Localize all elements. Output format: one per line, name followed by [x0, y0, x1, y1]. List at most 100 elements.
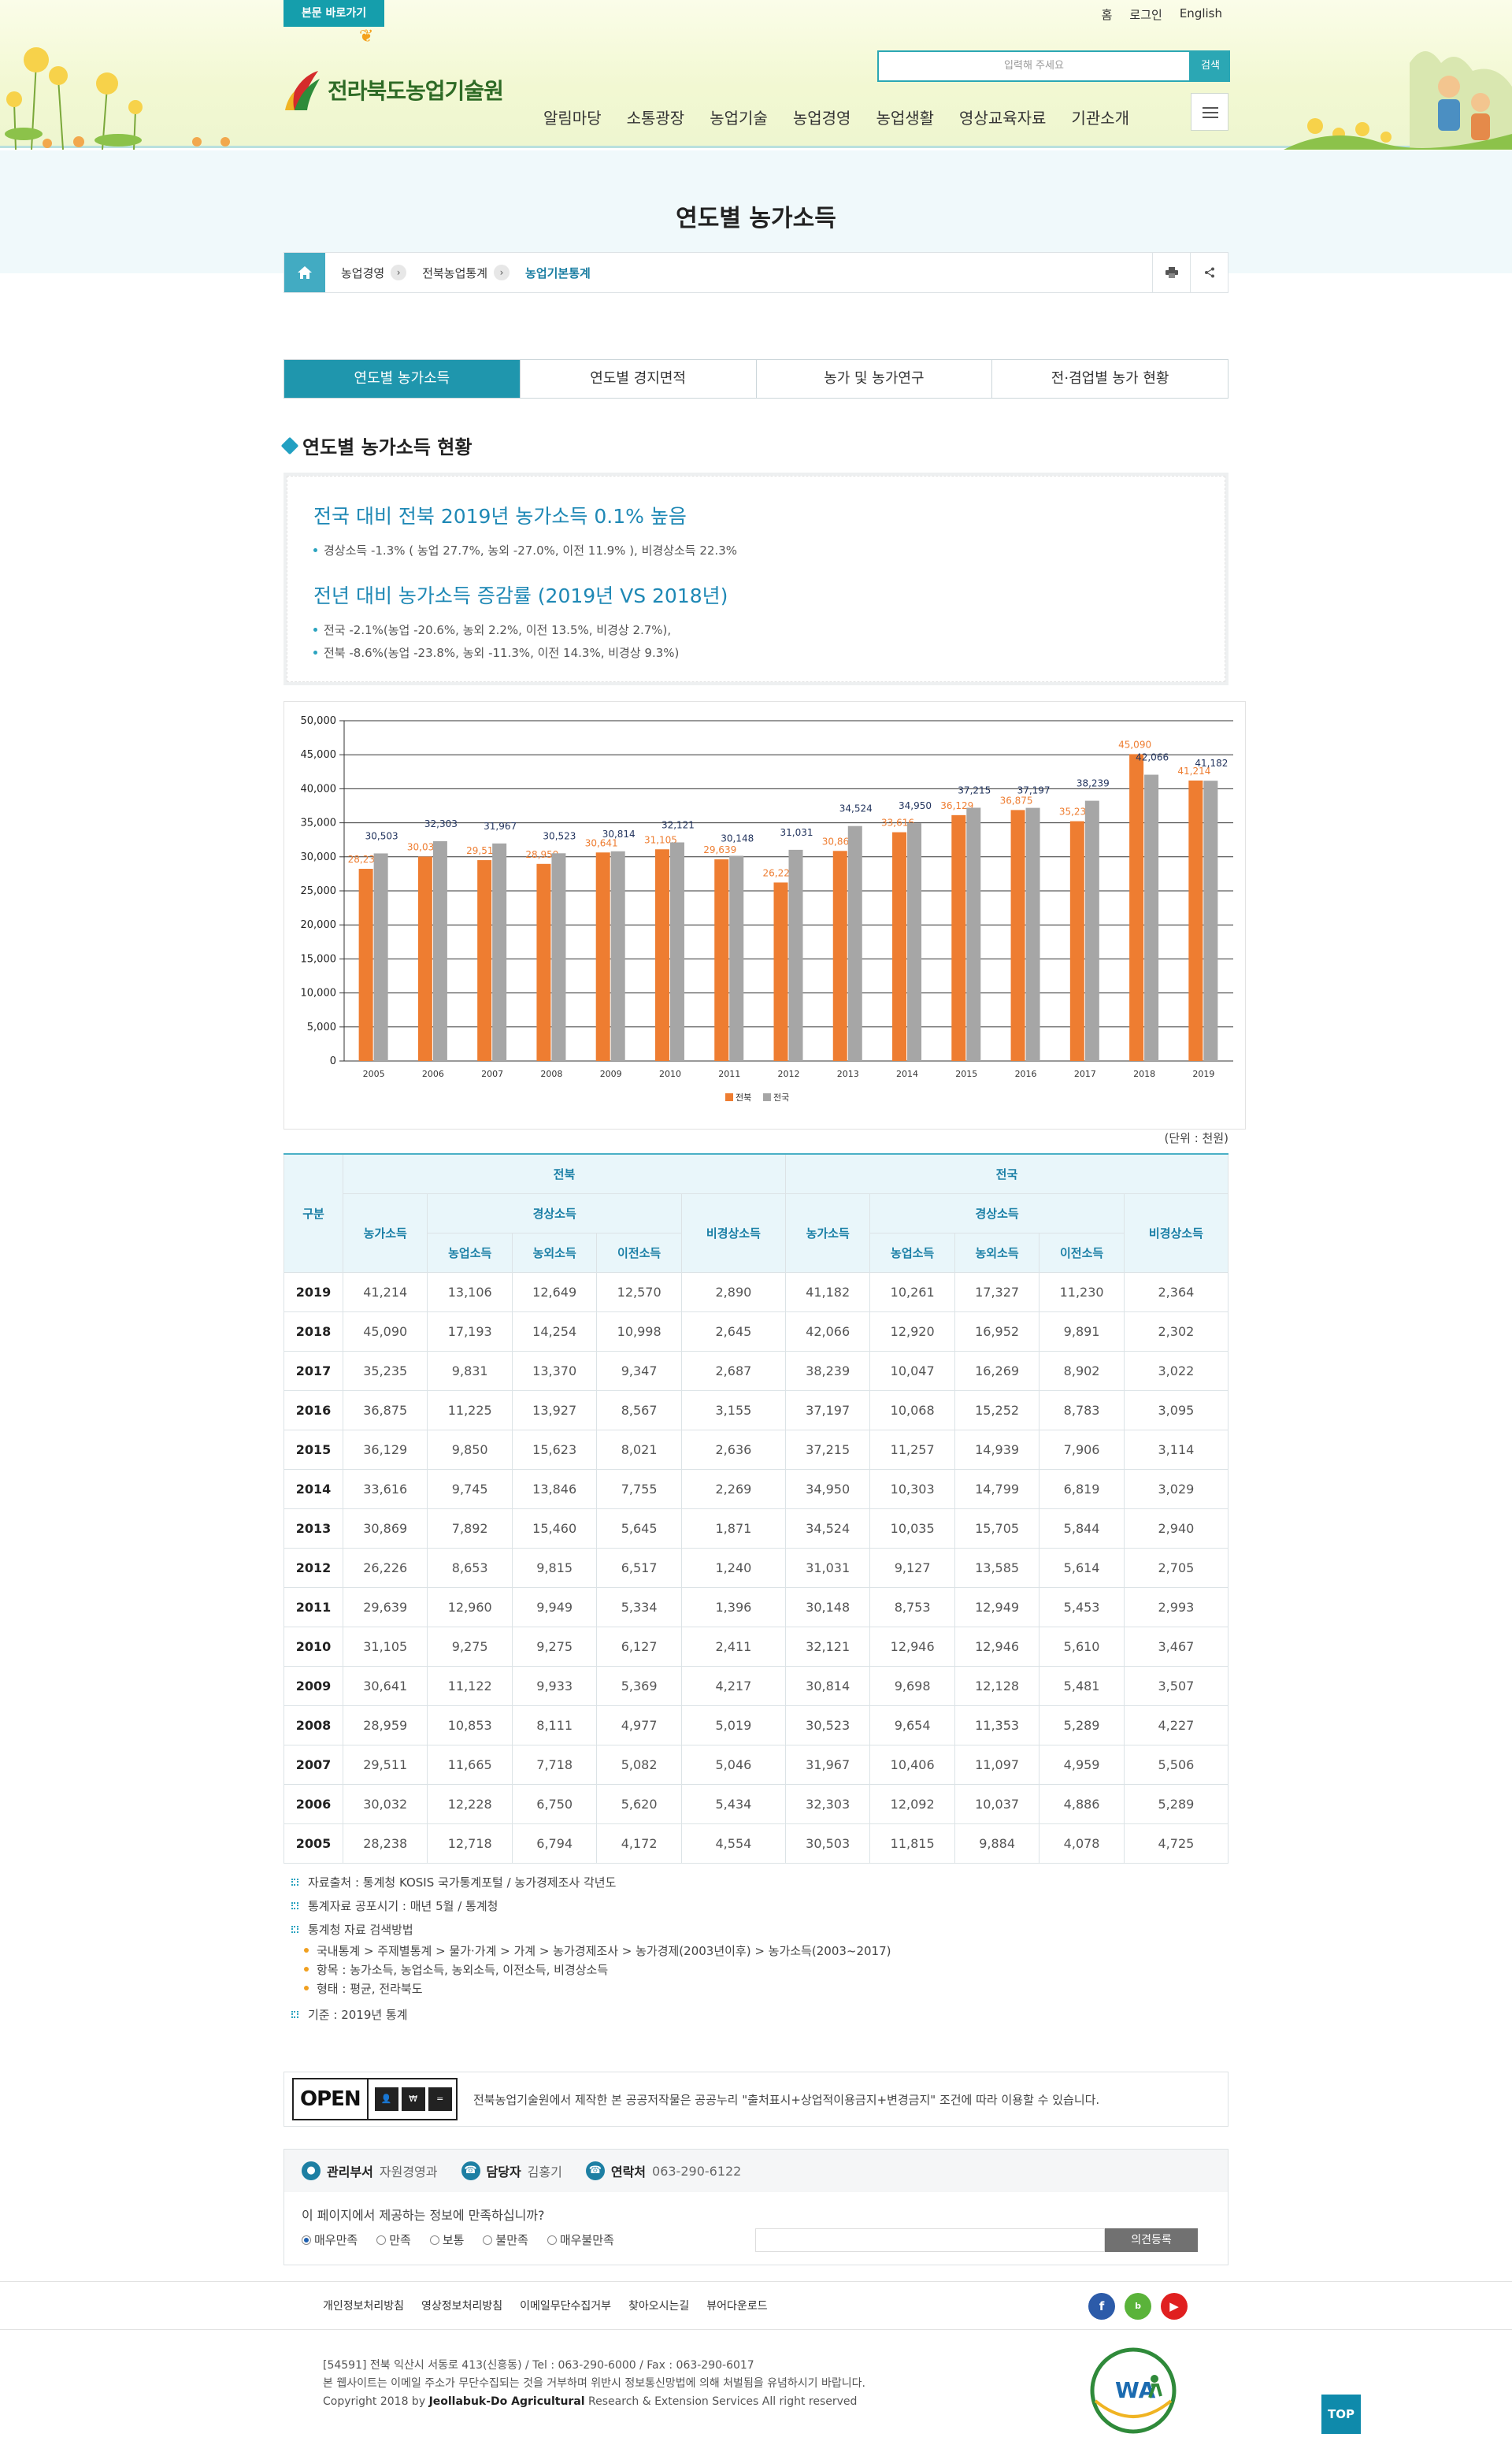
- row-year: 2008: [284, 1705, 343, 1745]
- data-label: 33,616: [881, 818, 914, 829]
- dot-bullet-icon: [313, 628, 317, 632]
- gnb-item-agri-tech[interactable]: 농업기술: [710, 109, 768, 128]
- row-year: 2019: [284, 1271, 343, 1312]
- table-cell: 15,252: [954, 1389, 1040, 1430]
- chevron-right-icon[interactable]: ›: [494, 265, 510, 280]
- table-cell: 8,567: [596, 1389, 682, 1430]
- gnb-item-community[interactable]: 소통광장: [626, 109, 685, 128]
- table-cell: 30,814: [784, 1665, 871, 1706]
- email-refusal-link[interactable]: 이메일무단수집거부: [520, 2300, 612, 2313]
- bar-chart-svg: 0 5,000 10,000 15,000 20,000 25,000 30,000 35,0…: [301, 715, 1233, 1103]
- viewer-download-link[interactable]: 뷰어다운로드: [706, 2300, 768, 2313]
- bar-jeonbuk: [536, 863, 551, 1061]
- gnb-item-video-education[interactable]: 영상교육자료: [959, 109, 1047, 128]
- breadcrumb-item-current[interactable]: 농업기본통계: [525, 265, 591, 281]
- scroll-top-button[interactable]: TOP: [1321, 2395, 1361, 2434]
- table-cell: 13,927: [511, 1389, 598, 1430]
- table-row: 2007 29,511 11,665 7,718 5,082 5,046 31,967 10,…: [284, 1744, 1229, 1785]
- income-table: 구분 전북 전국 농가소득 경상소득 비경상소득 농가소득 경상소득 비경상소득…: [284, 1153, 1229, 1864]
- video-policy-link[interactable]: 영상정보처리방침: [421, 2300, 503, 2313]
- tab-annual-cultivated-area[interactable]: 연도별 경지면적: [519, 360, 756, 398]
- survey-opinion-input[interactable]: [755, 2228, 1105, 2252]
- table-cell: 8,753: [869, 1586, 955, 1627]
- table-cell: 1,871: [680, 1508, 786, 1549]
- note-method: 통계청 자료 검색방법: [291, 1917, 1221, 1941]
- search-input[interactable]: 입력해 주세요: [877, 50, 1191, 82]
- table-cell: 34,950: [784, 1468, 871, 1509]
- data-label: 45,090: [1118, 739, 1151, 750]
- table-cell: 4,959: [1039, 1744, 1125, 1785]
- table-cell: 9,275: [427, 1626, 513, 1667]
- home-link[interactable]: 홈: [1101, 8, 1113, 22]
- row-year: 2006: [284, 1783, 343, 1824]
- skip-to-content-link[interactable]: 본문 바로가기: [284, 0, 384, 27]
- gnb-item-agri-life[interactable]: 농업생활: [876, 109, 935, 128]
- breadcrumb-item[interactable]: 농업경영 ›: [341, 265, 407, 281]
- table-cell: 15,623: [511, 1429, 598, 1470]
- table-cell: 30,523: [784, 1705, 871, 1745]
- gnb-item-agri-management[interactable]: 농업경영: [792, 109, 851, 128]
- directions-link[interactable]: 찾아오시는길: [628, 2300, 690, 2313]
- privacy-policy-link[interactable]: 개인정보처리방침: [323, 2300, 405, 2313]
- gnb-item-about[interactable]: 기관소개: [1071, 109, 1130, 128]
- survey-option-very-dissatisfied[interactable]: 매우불만족: [547, 2231, 614, 2248]
- data-label: 41,214: [1177, 766, 1210, 777]
- option-label: 매우만족: [314, 2233, 358, 2247]
- share-icon[interactable]: [1190, 253, 1228, 292]
- table-cell: 12,946: [869, 1626, 955, 1667]
- table-row: 2018 45,090 17,193 14,254 10,998 2,645 42,066 1…: [284, 1311, 1229, 1352]
- print-icon[interactable]: [1152, 253, 1190, 292]
- home-icon[interactable]: [284, 253, 325, 292]
- survey-option-dissatisfied[interactable]: 불만족: [483, 2231, 528, 2248]
- table-row: 2006 30,032 12,228 6,750 5,620 5,434 32,303 12,…: [284, 1783, 1229, 1824]
- table-cell: 7,718: [511, 1744, 598, 1785]
- tab-annual-farm-income[interactable]: 연도별 농가소득: [284, 360, 520, 398]
- facebook-icon[interactable]: f: [1088, 2293, 1115, 2320]
- table-cell: 10,037: [954, 1783, 1040, 1824]
- survey-option-satisfied[interactable]: 만족: [376, 2231, 411, 2248]
- youtube-icon[interactable]: ▶: [1161, 2293, 1188, 2320]
- radio-button[interactable]: [429, 2235, 439, 2245]
- x-tick-label: 2010: [659, 1069, 681, 1079]
- table-cell: 7,892: [427, 1508, 513, 1549]
- square-bullet-icon: [291, 1925, 298, 1933]
- radio-button[interactable]: [302, 2235, 311, 2245]
- radio-button[interactable]: [547, 2235, 557, 2245]
- page-title: 연도별 농가소득: [676, 205, 836, 232]
- site-logo[interactable]: 전라북도농업기술원: [284, 68, 504, 112]
- login-link[interactable]: 로그인: [1129, 8, 1162, 22]
- search-button[interactable]: 검색: [1191, 50, 1230, 82]
- x-tick-label: 2019: [1192, 1069, 1214, 1079]
- survey-option-very-satisfied[interactable]: 매우만족: [302, 2231, 358, 2248]
- legend-label: 전북: [736, 1093, 751, 1103]
- bar-national: [669, 842, 684, 1061]
- row-year: 2015: [284, 1429, 343, 1470]
- col-header-jeonbuk: 전북: [343, 1153, 786, 1194]
- radio-button[interactable]: [483, 2235, 493, 2245]
- tab-full-part-time-farms[interactable]: 전·겸업별 농가 현황: [991, 360, 1228, 398]
- table-cell: 13,370: [511, 1350, 598, 1391]
- row-year: 2007: [284, 1744, 343, 1785]
- table-cell: 4,886: [1039, 1783, 1125, 1824]
- survey-option-neutral[interactable]: 보통: [429, 2231, 464, 2248]
- all-menu-button[interactable]: [1191, 93, 1228, 131]
- table-cell: 14,799: [954, 1468, 1040, 1509]
- legend-swatch: [763, 1093, 771, 1101]
- breadcrumb-item[interactable]: 전북농업통계 ›: [422, 265, 510, 281]
- table-cell: 3,467: [1123, 1626, 1229, 1667]
- table-cell: 2,687: [680, 1350, 786, 1391]
- tab-farm-households[interactable]: 농가 및 농가연구: [755, 360, 992, 398]
- blog-icon[interactable]: b: [1125, 2293, 1151, 2320]
- method-item-text: 형태 : 평균, 전라북도: [317, 1981, 423, 1996]
- hamburger-line: [1203, 112, 1218, 113]
- table-cell: 4,554: [680, 1823, 786, 1864]
- table-cell: 11,230: [1039, 1271, 1125, 1312]
- table-row: 2013 30,869 7,892 15,460 5,645 1,871 34,524 10,…: [284, 1508, 1229, 1549]
- data-label: 32,303: [424, 818, 458, 829]
- radio-button[interactable]: [376, 2235, 387, 2245]
- english-link[interactable]: English: [1179, 6, 1222, 20]
- page-tools: [1152, 253, 1228, 292]
- submit-opinion-button[interactable]: 의견등록: [1105, 2228, 1198, 2252]
- chevron-right-icon[interactable]: ›: [391, 265, 407, 280]
- gnb-item-notice[interactable]: 알림마당: [543, 109, 602, 128]
